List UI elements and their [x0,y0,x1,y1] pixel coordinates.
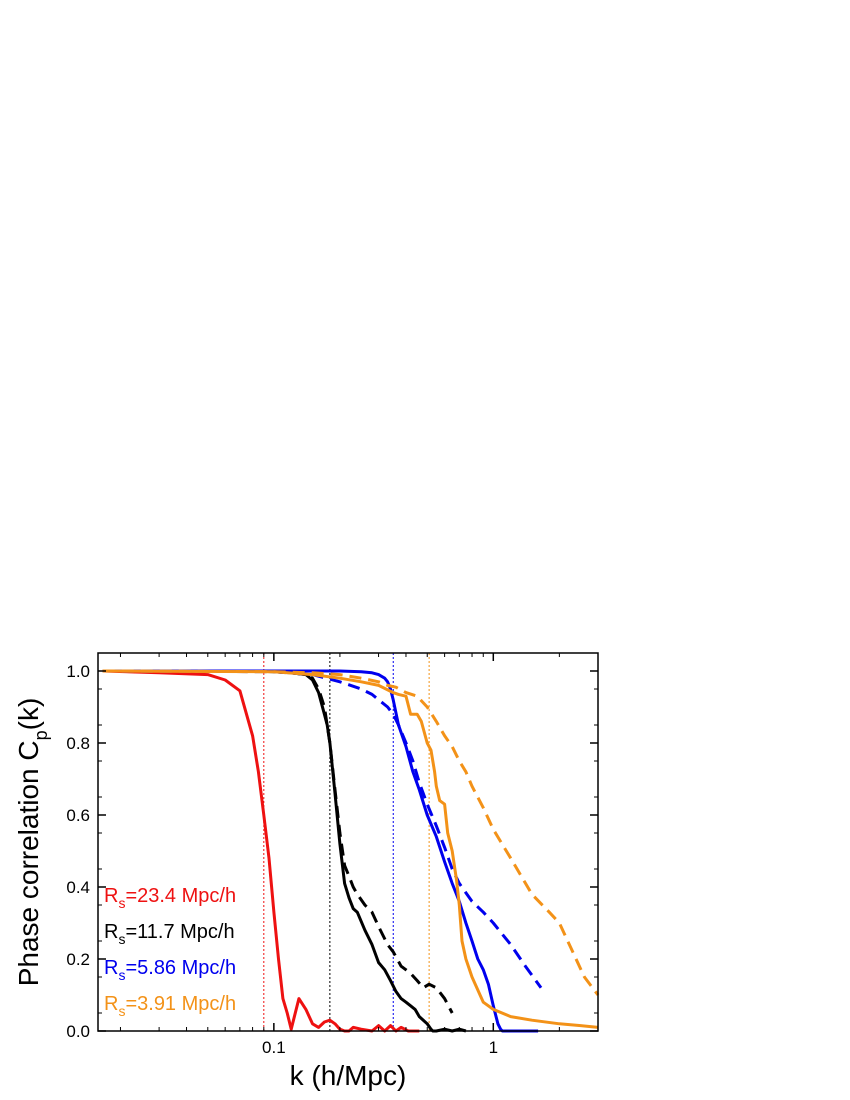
legend-value: =5.86 Mpc/h [125,957,236,979]
y-axis-label-sub: p [31,730,51,740]
y-tick-label: 1.0 [66,662,90,681]
vertical-reference-lines [263,653,430,1031]
x-tick-label: 0.1 [262,1038,286,1057]
legend-symbol: R [104,957,118,979]
legend-subscript: s [118,1003,125,1019]
series-line-6 [102,669,600,996]
axis-ticks: 0.0 0.2 0.4 0.6 0.8 1.0 0.1 1 [66,652,599,1057]
legend-value: =23.4 Mpc/h [125,885,236,907]
series-line-0 [102,669,420,1033]
x-axis-label: k (h/Mpc) [290,1060,407,1091]
legend-symbol: R [104,993,118,1015]
series-line-3 [102,669,539,1033]
legend-entry: Rs=5.86 Mpc/h [104,957,236,983]
legend-symbol: R [104,921,118,943]
legend-subscript: s [118,931,125,947]
series-lines [102,669,600,1033]
legend-entry: Rs=3.91 Mpc/h [104,993,236,1019]
series-line-4 [102,669,543,989]
y-axis-label-tail: (k) [13,698,44,731]
legend-entry: Rs=23.4 Mpc/h [104,885,236,911]
y-tick-label: 0.6 [66,806,90,825]
plot-frame [97,652,599,1032]
legend-subscript: s [118,967,125,983]
legend-subscript: s [118,895,125,911]
x-tick-label: 1 [489,1038,498,1057]
y-tick-label: 0.0 [66,1022,90,1041]
series-line-5 [102,669,599,1029]
y-tick-label: 0.4 [66,878,90,897]
legend-symbol: R [104,885,118,907]
y-axis-label: Phase correlation Cp(k) [13,698,51,987]
y-tick-label: 0.2 [66,950,90,969]
y-axis-label-main: Phase correlation C [13,740,44,986]
y-tick-label: 0.8 [66,734,90,753]
legend: Rs=23.4 Mpc/hRs=11.7 Mpc/hRs=5.86 Mpc/hR… [104,885,236,1019]
legend-entry: Rs=11.7 Mpc/h [104,921,235,947]
legend-value: =11.7 Mpc/h [125,921,234,943]
legend-value: =3.91 Mpc/h [125,993,236,1015]
